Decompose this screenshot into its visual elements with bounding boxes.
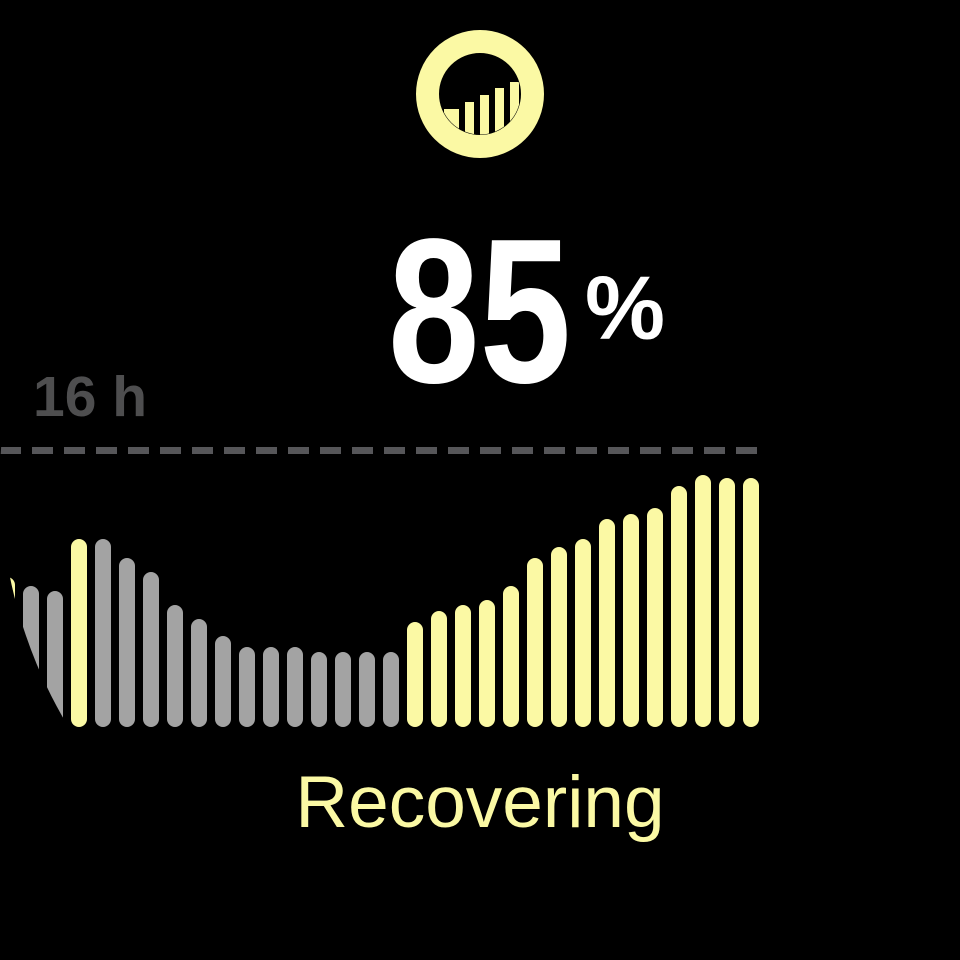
resource-percentage-digits: 85 [388, 196, 572, 426]
chart-bar [719, 478, 735, 727]
chart-bar [479, 600, 495, 727]
chart-bar [71, 539, 87, 727]
chart-bar [503, 586, 519, 727]
chart-bar [527, 558, 543, 727]
chart-bar [191, 619, 207, 727]
chart-bar [551, 547, 567, 727]
chart-bar [311, 652, 327, 727]
chart-bar [143, 572, 159, 727]
resource-percentage-value: 85 [0, 208, 960, 414]
chart-bar [623, 514, 639, 727]
chart-bar [119, 558, 135, 727]
percent-sign: % [585, 259, 666, 359]
chart-bar [335, 652, 351, 727]
chart-bar [431, 611, 447, 727]
chart-bar [263, 647, 279, 727]
chart-bar [407, 622, 423, 727]
chart-bar [239, 647, 255, 727]
chart-bar [287, 647, 303, 727]
chart-bar [215, 636, 231, 727]
dashed-reference-line [0, 447, 763, 454]
chart-bar [599, 519, 615, 727]
status-label: Recovering [295, 762, 665, 843]
chart-bar [647, 508, 663, 727]
chart-bar [383, 652, 399, 727]
chart-bar [575, 539, 591, 727]
chart-bar [0, 577, 15, 727]
chart-bar [167, 605, 183, 727]
chart-bar [671, 486, 687, 727]
duration-label: 16 h [33, 365, 148, 429]
chart-bar [23, 586, 39, 727]
chart-bar [455, 605, 471, 727]
chart-bar [743, 478, 759, 727]
chart-bar [95, 539, 111, 727]
chart-bar [695, 475, 711, 727]
chart-bar [47, 591, 63, 727]
chart-bar [359, 652, 375, 727]
resources-icon [416, 30, 544, 158]
